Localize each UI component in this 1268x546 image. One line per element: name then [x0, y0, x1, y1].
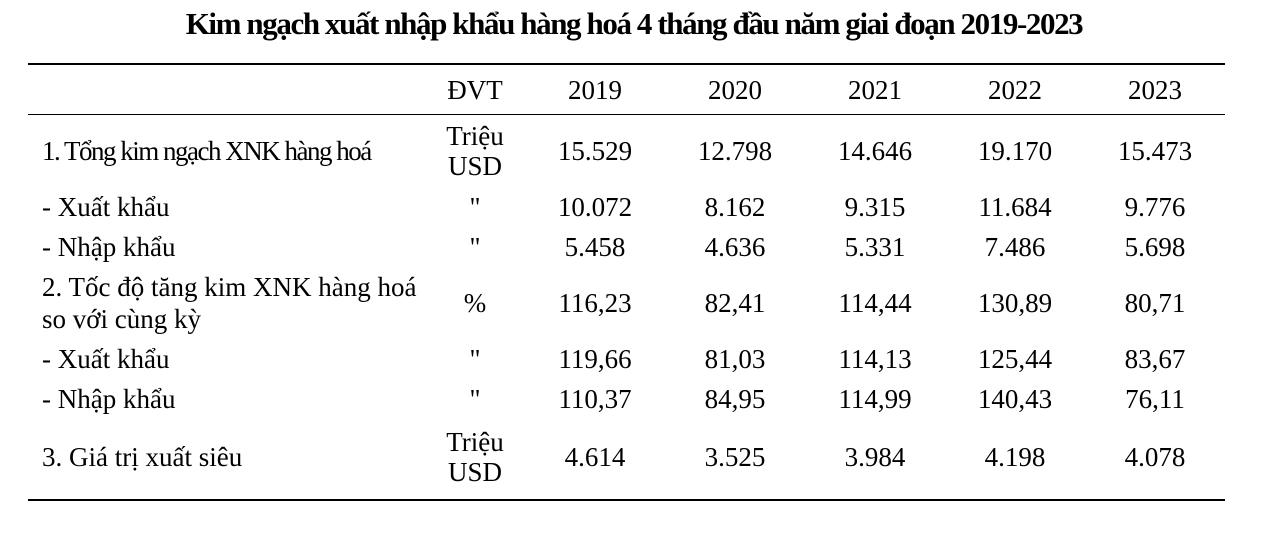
- trade-table: ĐVT 2019 2020 2021 2022 2023 1. Tổng kim…: [28, 65, 1225, 495]
- unit-line-2: USD: [447, 151, 502, 181]
- row-unit: ": [469, 192, 481, 222]
- header-year-2019: 2019: [568, 74, 622, 105]
- cell-value: 5.458: [564, 231, 626, 262]
- cell-value: 4.078: [1124, 441, 1186, 472]
- cell-value: 12.798: [697, 135, 773, 166]
- cell-value: 10.072: [557, 191, 633, 222]
- row-label: - Xuất khẩu: [42, 191, 170, 222]
- cell-value: 114,99: [838, 383, 912, 414]
- cell-value: 80,71: [1124, 287, 1186, 318]
- cell-value: 3.525: [704, 441, 766, 472]
- cell-value: 130,89: [977, 287, 1053, 318]
- cell-value: 76,11: [1125, 383, 1185, 414]
- cell-value: 110,37: [558, 383, 632, 414]
- header-row: ĐVT 2019 2020 2021 2022 2023: [28, 65, 1225, 115]
- cell-value: 114,44: [838, 287, 912, 318]
- row-unit: Triệu USD: [425, 115, 525, 187]
- cell-value: 9.776: [1124, 191, 1186, 222]
- row-unit: ": [469, 232, 481, 262]
- row-label: 3. Giá trị xuất siêu: [42, 441, 243, 472]
- table-row: - Xuất khẩu " 10.072 8.162 9.315 11.684 …: [28, 187, 1225, 227]
- cell-value: 140,43: [977, 383, 1053, 414]
- row-label: 2. Tốc độ tăng kim XNK hàng hoá so với c…: [42, 272, 417, 334]
- top-rule: [28, 63, 1225, 65]
- cell-value: 83,67: [1124, 343, 1186, 374]
- cell-value: 116,23: [558, 287, 632, 318]
- cell-value: 19.170: [977, 135, 1053, 166]
- row-label: - Xuất khẩu: [42, 343, 170, 374]
- cell-value: 81,03: [704, 343, 766, 374]
- row-label: - Nhập khẩu: [42, 231, 176, 262]
- cell-value: 11.684: [978, 191, 1052, 222]
- header-unit: ĐVT: [447, 74, 503, 105]
- table-row: 1. Tổng kim ngạch XNK hàng hoá Triệu USD …: [28, 115, 1225, 187]
- unit-line-2: USD: [447, 457, 502, 487]
- header-year-2022: 2022: [988, 74, 1042, 105]
- table-row: - Nhập khẩu " 110,37 84,95 114,99 140,43…: [28, 379, 1225, 419]
- table-row: - Xuất khẩu " 119,66 81,03 114,13 125,44…: [28, 339, 1225, 379]
- table-row: - Nhập khẩu " 5.458 4.636 5.331 7.486 5.…: [28, 227, 1225, 267]
- table-row: 2. Tốc độ tăng kim XNK hàng hoá so với c…: [28, 267, 1225, 339]
- cell-value: 114,13: [838, 343, 912, 374]
- cell-value: 15.473: [1117, 135, 1193, 166]
- cell-value: 14.646: [837, 135, 913, 166]
- cell-value: 5.331: [844, 231, 906, 262]
- header-label: [28, 65, 425, 115]
- table-title: Kim ngạch xuất nhập khẩu hàng hoá 4 thán…: [185, 6, 1084, 41]
- cell-value: 125,44: [977, 343, 1053, 374]
- row-unit: Triệu USD: [425, 419, 525, 495]
- header-year-2020: 2020: [708, 74, 762, 105]
- cell-value: 5.698: [1124, 231, 1186, 262]
- header-year-2023: 2023: [1128, 74, 1182, 105]
- row-label: - Nhập khẩu: [42, 383, 176, 414]
- row-label: 1. Tổng kim ngạch XNK hàng hoá: [42, 135, 372, 166]
- row-unit: ": [469, 384, 481, 414]
- cell-value: 4.614: [564, 441, 626, 472]
- bottom-rule: [28, 499, 1225, 501]
- cell-value: 119,66: [558, 343, 632, 374]
- unit-line-1: Triệu: [446, 121, 504, 151]
- unit-line-1: Triệu: [446, 427, 504, 457]
- cell-value: 3.984: [844, 441, 906, 472]
- cell-value: 4.636: [704, 231, 766, 262]
- cell-value: 9.315: [844, 191, 906, 222]
- table-row: 3. Giá trị xuất siêu Triệu USD 4.614 3.52…: [28, 419, 1225, 495]
- cell-value: 4.198: [984, 441, 1046, 472]
- cell-value: 15.529: [557, 135, 633, 166]
- cell-value: 82,41: [704, 287, 766, 318]
- row-unit: %: [463, 288, 487, 318]
- header-rule: [28, 114, 1225, 115]
- cell-value: 7.486: [984, 231, 1046, 262]
- cell-value: 84,95: [704, 383, 766, 414]
- cell-value: 8.162: [704, 191, 766, 222]
- header-year-2021: 2021: [848, 74, 902, 105]
- row-unit: ": [469, 344, 481, 374]
